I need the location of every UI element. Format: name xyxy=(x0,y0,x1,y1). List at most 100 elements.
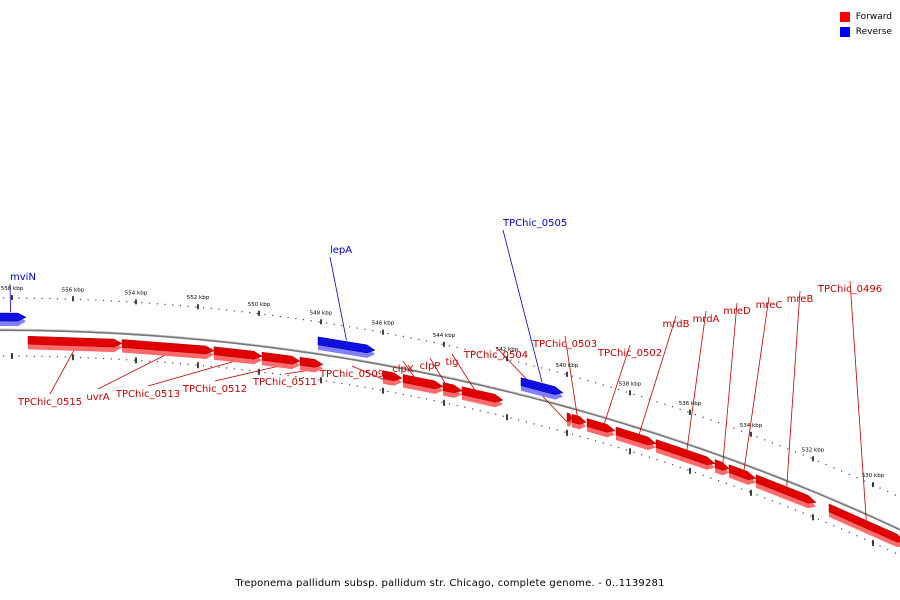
ruler-inner-dot xyxy=(233,368,235,370)
ruler-inner-dot xyxy=(595,440,597,442)
ruler-inner-dot xyxy=(295,376,297,378)
gene-leader-line xyxy=(147,359,239,387)
gene-leader-line xyxy=(721,302,738,474)
ruler-inner-dot xyxy=(333,381,335,383)
ruler-minor-dot xyxy=(425,340,428,342)
gene-label: mreD xyxy=(723,306,751,317)
gene-leader-line xyxy=(214,365,282,382)
ruler-inner-dot xyxy=(841,528,843,530)
ruler-minor-dot xyxy=(256,312,258,315)
ruler-inner-dot xyxy=(272,372,274,375)
gene-leader-line xyxy=(685,310,707,461)
gene-tpchic-0511[interactable] xyxy=(299,356,324,368)
ruler-minor-dot xyxy=(79,298,82,301)
ruler-minor-dot xyxy=(279,315,281,318)
legend-item-reverse: Reverse xyxy=(839,24,892,39)
gene-tpchic-0496[interactable] xyxy=(828,503,900,543)
ruler-minor-dot xyxy=(525,363,527,365)
ruler-major-tick xyxy=(197,304,199,310)
gene-tpchic-0513[interactable] xyxy=(213,346,263,360)
ruler-minor-dot xyxy=(541,367,543,369)
ruler-inner-dot xyxy=(172,362,174,364)
ruler-inner-dot xyxy=(710,477,712,479)
ruler-minor-dot xyxy=(233,310,235,312)
ruler-inner-dot xyxy=(202,365,205,367)
ruler-minor-dot xyxy=(210,307,212,309)
ruler-inner-dot xyxy=(226,367,228,369)
ruler-inner-dot xyxy=(149,360,151,362)
ruler-inner-major-tick xyxy=(566,429,568,436)
ruler-inner-major-tick xyxy=(689,467,691,474)
tick-layer: 558 kbp 556 kbp 554 kbp 552 kbp 550 kbp 548 k… xyxy=(1,286,896,554)
ruler-minor-dot xyxy=(787,448,789,450)
ruler-inner-dot xyxy=(741,488,743,490)
ruler-inner-dot xyxy=(787,506,789,508)
gene-uvra[interactable] xyxy=(121,339,215,355)
gene-label: TPChic_0503 xyxy=(532,339,597,350)
gene-mred[interactable] xyxy=(714,459,730,471)
ruler-minor-dot xyxy=(533,365,535,367)
gene-clpx[interactable] xyxy=(402,374,444,390)
gene-mrda[interactable] xyxy=(655,439,716,466)
ruler-minor-dot xyxy=(164,303,166,305)
gene-mreb[interactable] xyxy=(755,474,817,504)
gene-label: TPChic_0504 xyxy=(463,350,528,361)
ruler-inner-dot xyxy=(264,371,266,374)
gene-label: mrdA xyxy=(693,314,720,325)
gene-lepa[interactable] xyxy=(317,336,376,354)
ruler-minor-dot xyxy=(817,460,820,462)
ruler-inner-dot xyxy=(325,380,328,382)
ruler-minor-dot xyxy=(856,477,858,479)
ruler-minor-dot xyxy=(756,436,758,438)
ruler-inner-major-tick xyxy=(812,514,814,521)
ruler-minor-dot xyxy=(156,303,158,305)
ruler-inner-dot xyxy=(3,355,5,357)
gene-tpchic-0502[interactable] xyxy=(586,418,616,433)
ruler-inner-dot xyxy=(602,442,604,444)
ruler-minor-dot xyxy=(356,327,358,329)
ruler-inner-dot xyxy=(656,459,658,461)
gene-tig[interactable] xyxy=(461,386,504,403)
ruler-minor-dot xyxy=(472,350,474,352)
ruler-minor-dot xyxy=(3,297,5,299)
gene-tpchic-0512[interactable] xyxy=(261,351,301,365)
legend-item-forward: Forward xyxy=(839,9,892,24)
ruler-inner-dot xyxy=(533,423,535,425)
ruler-minor-dot xyxy=(671,406,674,408)
ruler-minor-dot xyxy=(487,353,489,356)
ruler-minor-dot xyxy=(602,384,604,386)
ruler-inner-dot xyxy=(395,392,397,394)
ruler-inner-major-tick xyxy=(72,354,74,361)
ruler-minor-dot xyxy=(595,382,597,384)
gene-clpp[interactable] xyxy=(442,382,463,394)
ruler-major-tick xyxy=(11,295,13,301)
ruler-inner-dot xyxy=(302,377,305,379)
gene-tpchic-0505[interactable] xyxy=(520,377,564,395)
gene-label: TPChic_0502 xyxy=(597,348,662,359)
ruler-inner-dot xyxy=(502,415,504,417)
ruler-minor-dot xyxy=(710,419,712,421)
gene-mrec[interactable] xyxy=(728,464,757,480)
gene-mrdb[interactable] xyxy=(615,426,657,446)
genome-backbone-highlight xyxy=(0,328,900,529)
gene-tpchic-0504[interactable] xyxy=(566,412,573,422)
gene-tpchic-0503[interactable] xyxy=(571,413,587,425)
gene-leader-line xyxy=(635,315,677,445)
gene-tpchic-0515[interactable] xyxy=(27,335,123,348)
ruler-inner-dot xyxy=(195,364,197,366)
ruler-major-tick xyxy=(689,409,691,415)
ruler-inner-dot xyxy=(733,485,735,487)
ruler-inner-dot xyxy=(179,363,182,365)
ruler-tick-label: 536 kbp xyxy=(679,401,702,407)
gene-mvin[interactable] xyxy=(0,312,27,322)
ruler-tick-label: 548 kbp xyxy=(310,310,333,316)
legend: Forward Reverse xyxy=(839,9,892,39)
ruler-inner-dot xyxy=(802,512,804,514)
ruler-inner-major-tick xyxy=(135,357,137,364)
ruler-inner-dot xyxy=(587,438,589,440)
gene-tpchic-0509[interactable] xyxy=(382,370,403,382)
gene-label: TPChic_0496 xyxy=(817,284,882,295)
ruler-minor-dot xyxy=(802,454,804,456)
ruler-tick-label: 540 kbp xyxy=(556,363,579,369)
